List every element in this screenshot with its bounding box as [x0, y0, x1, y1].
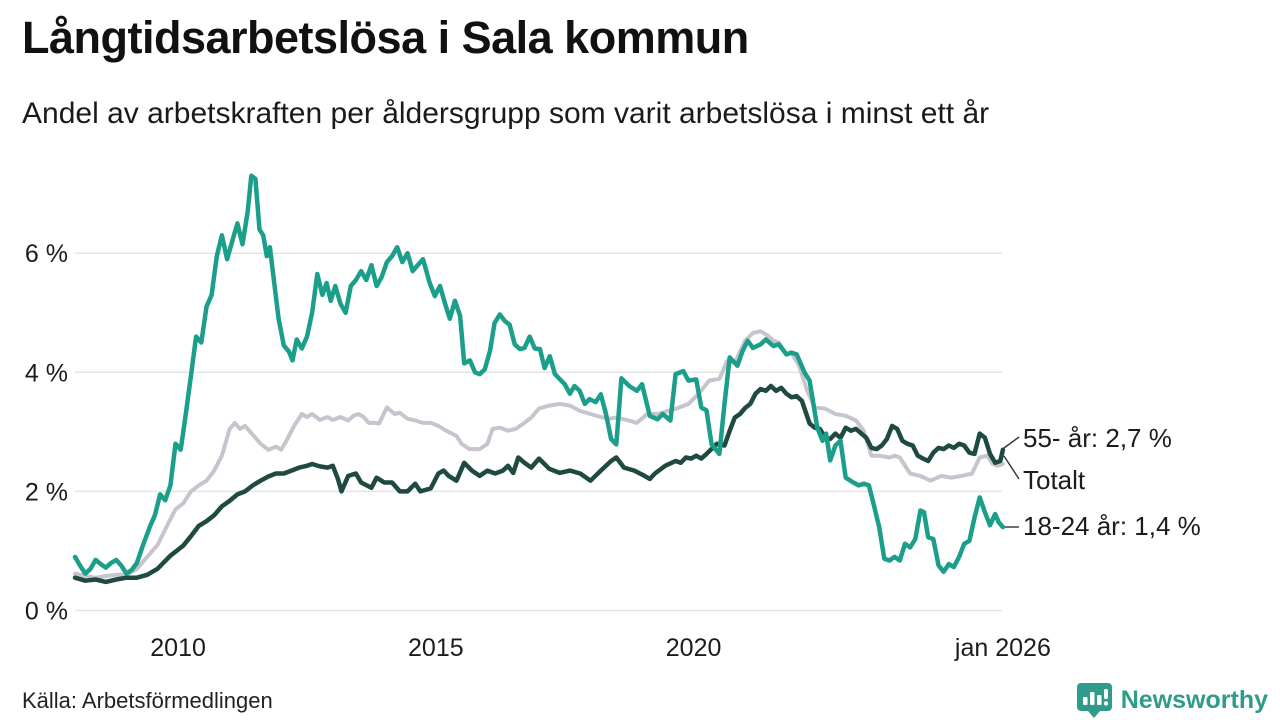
series-line-55-plus — [72, 383, 1006, 585]
page-subtitle: Andel av arbetskraften per åldersgrupp s… — [22, 97, 990, 130]
x-tick-label: 2015 — [408, 634, 464, 662]
y-tick-label: 6 % — [25, 240, 68, 268]
y-tick-label: 2 % — [25, 478, 68, 506]
connector-55-plus — [1003, 436, 1020, 449]
x-axis: 2010 2015 2020 jan 2026 — [150, 634, 1051, 662]
exclamation-dot — [1103, 701, 1108, 706]
x-tick-label: jan 2026 — [954, 634, 1051, 662]
series-line-18-24 — [72, 173, 1006, 576]
brand-logo: Newsworthy — [1076, 682, 1268, 718]
series-line-totalt — [73, 329, 1005, 580]
page-title: Långtidsarbetslösa i Sala kommun — [22, 12, 749, 63]
bar-chart-pin-icon — [1076, 683, 1112, 718]
y-axis: 6 % 4 % 2 % 0 % — [25, 240, 68, 625]
end-label-18-24: 18-24 år: 1,4 % — [1023, 511, 1201, 541]
bar-2 — [1089, 692, 1095, 705]
end-label-connectors — [1003, 436, 1020, 528]
source-note: Källa: Arbetsförmedlingen — [22, 688, 273, 713]
x-tick-label: 2010 — [150, 634, 206, 662]
brand-wordmark: Newsworthy — [1120, 685, 1268, 714]
x-tick-label: 2020 — [666, 634, 722, 662]
bar-3 — [1096, 695, 1102, 705]
bar-1 — [1082, 697, 1088, 705]
end-label-55-plus: 55- år: 2,7 % — [1023, 423, 1172, 453]
end-labels: 55- år: 2,7 % Totalt 18-24 år: 1,4 % — [1023, 423, 1201, 541]
connector-totalt — [1003, 455, 1020, 480]
y-tick-label: 0 % — [25, 598, 68, 626]
end-label-totalt: Totalt — [1023, 465, 1086, 495]
y-tick-label: 4 % — [25, 359, 68, 387]
exclamation-bar — [1103, 689, 1108, 699]
series-lines — [72, 173, 1006, 585]
